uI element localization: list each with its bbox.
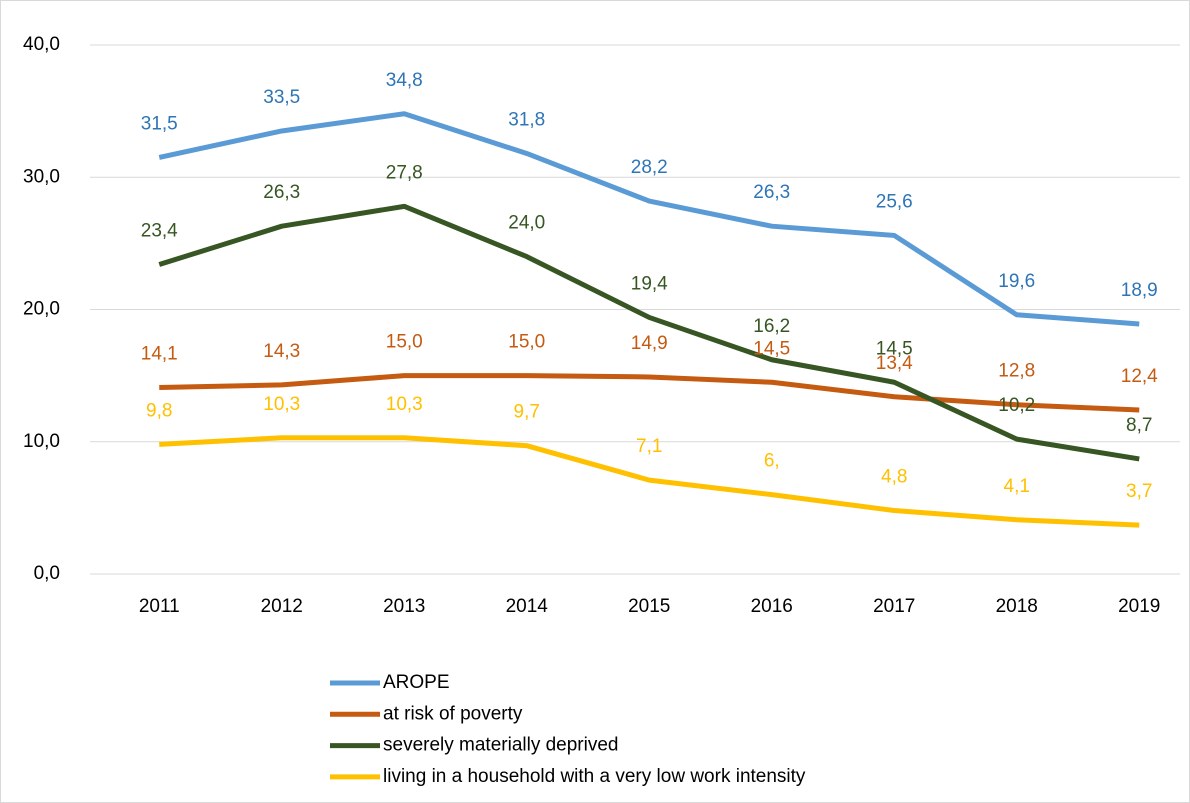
data-label: 6, — [764, 451, 780, 472]
x-tick-label: 2017 — [873, 596, 915, 617]
legend-label: living in a household with a very low wo… — [383, 766, 806, 787]
series-line — [158, 203, 1140, 462]
data-label: 24,0 — [508, 213, 545, 234]
data-label: 14,5 — [753, 338, 790, 359]
data-label: 14,5 — [876, 338, 913, 359]
series-line — [159, 373, 1140, 413]
x-tick-label: 2018 — [996, 596, 1038, 617]
legend-label: at risk of poverty — [383, 703, 523, 724]
data-label: 27,8 — [386, 162, 423, 183]
data-label: 15,0 — [386, 332, 423, 353]
data-label: 12,4 — [1121, 366, 1158, 387]
x-tick-label: 2012 — [261, 596, 303, 617]
data-label: 14,1 — [141, 344, 178, 365]
data-label: 28,2 — [631, 157, 668, 178]
data-label: 34,8 — [386, 70, 423, 91]
data-label: 26,3 — [753, 182, 790, 203]
data-label: 10,3 — [386, 394, 423, 415]
data-label: 14,9 — [631, 333, 668, 354]
y-tick-label: 30,0 — [23, 166, 60, 187]
data-label: 16,2 — [753, 316, 790, 337]
y-tick-label: 20,0 — [23, 299, 60, 320]
data-label: 9,8 — [146, 400, 172, 421]
legend-label: AROPE — [383, 672, 450, 693]
data-label: 26,3 — [263, 182, 300, 203]
x-tick-label: 2014 — [506, 596, 549, 617]
data-label: 12,8 — [998, 361, 1035, 382]
data-label: 18,9 — [1121, 280, 1158, 301]
x-tick-label: 2011 — [139, 596, 180, 617]
data-label: 8,7 — [1126, 415, 1152, 436]
y-tick-label: 10,0 — [23, 431, 60, 452]
data-label: 25,6 — [876, 191, 913, 212]
data-label: 19,6 — [998, 271, 1035, 292]
data-label: 10,3 — [263, 394, 300, 415]
series-line — [158, 111, 1140, 327]
data-label: 10,2 — [998, 395, 1035, 416]
data-label: 4,8 — [881, 467, 907, 488]
data-label: 14,3 — [263, 341, 300, 362]
data-label: 15,0 — [508, 332, 545, 353]
data-label: 4,1 — [1004, 476, 1030, 497]
x-tick-label: 2019 — [1118, 596, 1160, 617]
data-label: 33,5 — [263, 87, 300, 108]
x-tick-label: 2016 — [751, 596, 793, 617]
data-label: 13,4 — [876, 353, 913, 374]
y-tick-label: 40,0 — [23, 34, 60, 55]
series-line — [159, 435, 1140, 528]
x-tick-label: 2015 — [628, 596, 670, 617]
legend-label: severely materially deprived — [383, 735, 619, 756]
data-label: 23,4 — [141, 221, 178, 242]
data-label: 9,7 — [514, 402, 540, 423]
data-label: 31,5 — [141, 113, 178, 134]
data-label: 19,4 — [631, 273, 668, 294]
data-label: 7,1 — [636, 436, 662, 457]
data-label: 3,7 — [1126, 481, 1152, 502]
y-tick-label: 0,0 — [34, 563, 60, 584]
x-tick-label: 2013 — [383, 596, 425, 617]
data-label: 31,8 — [508, 109, 545, 130]
